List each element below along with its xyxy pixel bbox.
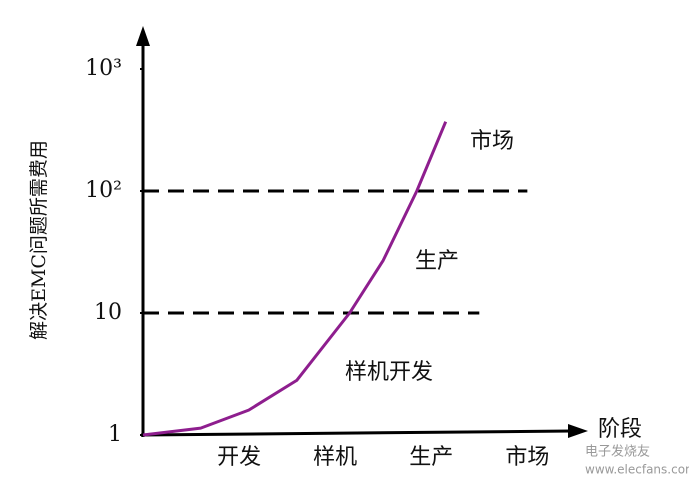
x-tick-label: 生产 xyxy=(409,445,453,470)
annotation: 市场 xyxy=(470,129,514,154)
y-tick-label: 1 xyxy=(108,422,122,447)
y-tick-label: 10 xyxy=(94,300,122,325)
annotation: 样机开发 xyxy=(345,360,433,385)
watermark: www.elecfans.com xyxy=(585,463,689,477)
annotation: 生产 xyxy=(415,249,459,274)
x-axis-label: 阶段 xyxy=(598,417,642,442)
curve xyxy=(142,121,448,437)
x-tick-label: 样机 xyxy=(313,445,357,470)
x-axis xyxy=(140,429,573,437)
y-axis-label: 解决EMC问题所需费用 xyxy=(28,140,50,340)
y-axis-arrow xyxy=(136,26,150,46)
watermark: 电子发烧友 xyxy=(585,444,650,460)
y-tick-label: 10² xyxy=(85,178,122,203)
x-tick-label: 市场 xyxy=(505,445,549,470)
x-axis-arrow xyxy=(568,424,588,438)
y-tick-label: 10³ xyxy=(85,56,122,81)
x-tick-label: 开发 xyxy=(217,445,261,470)
